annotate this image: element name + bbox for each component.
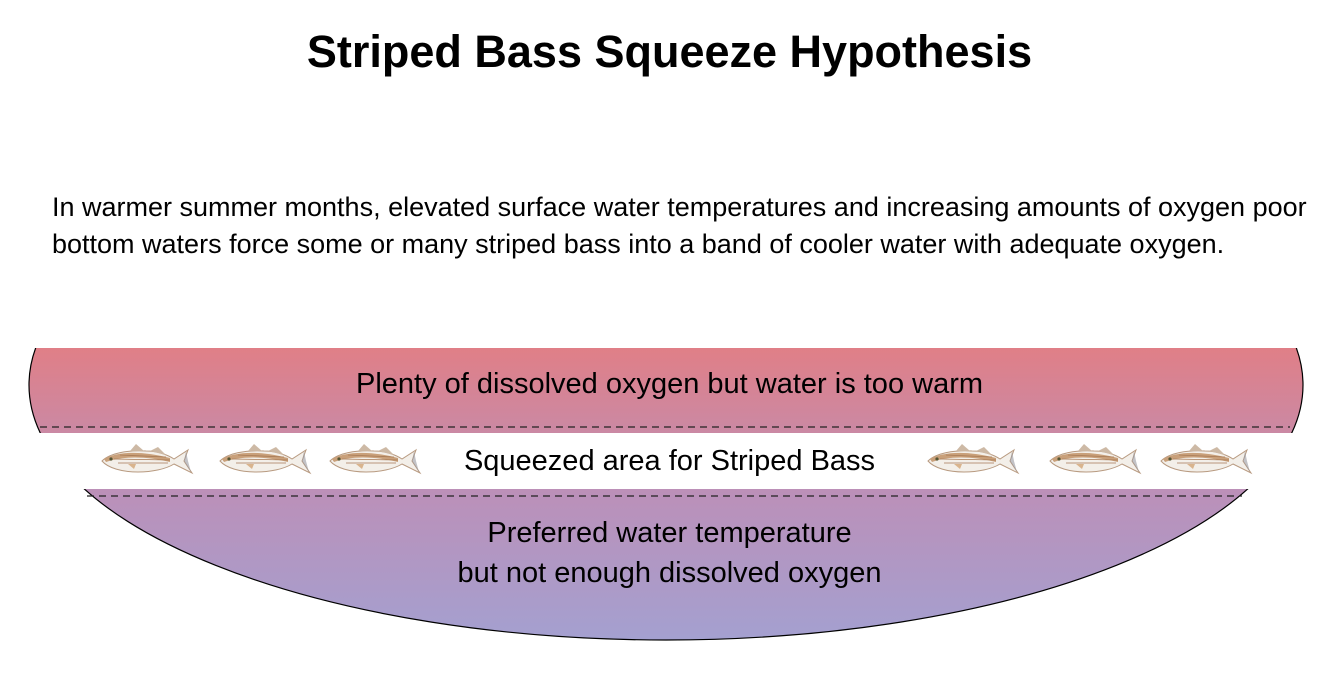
warm-zone-label: Plenty of dissolved oxygen but water is … [355, 368, 984, 400]
warm-surface-zone [28, 348, 1304, 433]
page-title: Striped Bass Squeeze Hypothesis [306, 26, 1033, 77]
bottom-zone-label: Preferred water temperature but not enou… [0, 513, 1339, 593]
squeeze-zone-label: Squeezed area for Striped Bass [463, 445, 876, 477]
low-oxygen-bottom-zone [83, 489, 1249, 641]
bottom-zone-label-line1: Preferred water temperature [487, 517, 852, 549]
intro-paragraph: In warmer summer months, elevated surfac… [52, 192, 1307, 259]
bottom-zone-label-line2: but not enough dissolved oxygen [457, 557, 882, 589]
